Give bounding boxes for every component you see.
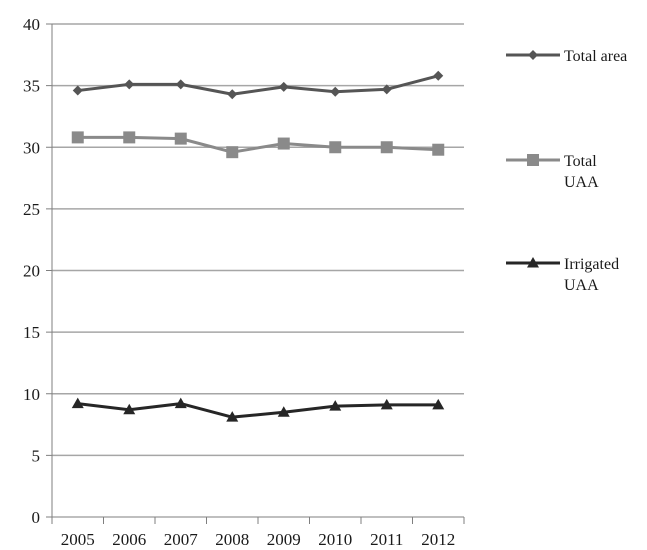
series-lines bbox=[71, 70, 445, 422]
data-point bbox=[226, 411, 239, 422]
axes bbox=[46, 23, 465, 524]
legend-item: Irrigated UAA bbox=[506, 256, 619, 294]
x-tick-label: 2012 bbox=[421, 530, 455, 549]
x-tick-labels: 2005 2006 2007 2008 2009 2010 2011 2012 bbox=[61, 530, 456, 549]
y-tick-labels: 0 5 10 15 20 25 30 35 40 bbox=[23, 15, 40, 527]
data-point bbox=[174, 132, 187, 145]
legend-swatch-marker bbox=[528, 50, 538, 60]
data-point bbox=[277, 137, 290, 150]
legend-label: Total bbox=[564, 153, 597, 170]
legend-label: Irrigated bbox=[564, 256, 619, 273]
y-tick-label: 15 bbox=[23, 323, 40, 342]
data-point bbox=[175, 79, 186, 90]
y-tick-label: 30 bbox=[23, 138, 40, 157]
x-tick-label: 2007 bbox=[164, 530, 199, 549]
legend: Total area Total UAA Irrigated UAA bbox=[506, 48, 627, 294]
x-tick-label: 2005 bbox=[61, 530, 95, 549]
y-tick-label: 25 bbox=[23, 200, 40, 219]
legend-swatch-marker bbox=[527, 154, 539, 166]
y-tick-label: 20 bbox=[23, 262, 40, 281]
data-point bbox=[277, 406, 290, 417]
data-point bbox=[123, 403, 136, 415]
series-total-area bbox=[72, 70, 444, 100]
legend-label: Total area bbox=[564, 48, 627, 65]
data-point bbox=[278, 81, 289, 92]
gridlines bbox=[52, 23, 464, 457]
data-point bbox=[329, 141, 342, 154]
data-point bbox=[227, 89, 238, 100]
series-line bbox=[77, 402, 439, 419]
data-point bbox=[380, 398, 393, 410]
x-tick-label: 2006 bbox=[112, 530, 146, 549]
x-tick-label: 2009 bbox=[267, 530, 301, 549]
y-tick-label: 40 bbox=[23, 15, 40, 34]
x-tick-label: 2008 bbox=[215, 530, 249, 549]
x-tick-label: 2010 bbox=[318, 530, 352, 549]
y-tick-label: 0 bbox=[32, 508, 41, 527]
series-line bbox=[77, 135, 439, 154]
data-point bbox=[381, 84, 392, 95]
series-irrigated-uaa bbox=[71, 397, 445, 422]
data-point bbox=[71, 397, 84, 409]
data-point bbox=[329, 400, 342, 411]
legend-item: Total UAA bbox=[506, 153, 599, 191]
data-point bbox=[123, 131, 136, 144]
series-total-uaa bbox=[71, 131, 445, 159]
data-point bbox=[432, 398, 445, 410]
data-point bbox=[71, 131, 84, 144]
data-point bbox=[380, 141, 393, 154]
data-point bbox=[124, 79, 135, 90]
series-line bbox=[77, 74, 439, 96]
data-point bbox=[330, 86, 341, 97]
data-point bbox=[226, 146, 239, 159]
data-point bbox=[174, 397, 187, 409]
y-tick-label: 35 bbox=[23, 77, 40, 96]
y-tick-label: 5 bbox=[32, 446, 41, 465]
x-tick-label: 2011 bbox=[370, 530, 403, 549]
legend-label: UAA bbox=[564, 174, 599, 191]
data-point bbox=[72, 85, 83, 96]
y-tick-label: 10 bbox=[23, 385, 40, 404]
data-point bbox=[433, 70, 444, 81]
legend-swatch-marker bbox=[527, 257, 539, 268]
legend-label: UAA bbox=[564, 277, 599, 294]
data-point bbox=[432, 143, 445, 156]
legend-item: Total area bbox=[506, 48, 627, 65]
